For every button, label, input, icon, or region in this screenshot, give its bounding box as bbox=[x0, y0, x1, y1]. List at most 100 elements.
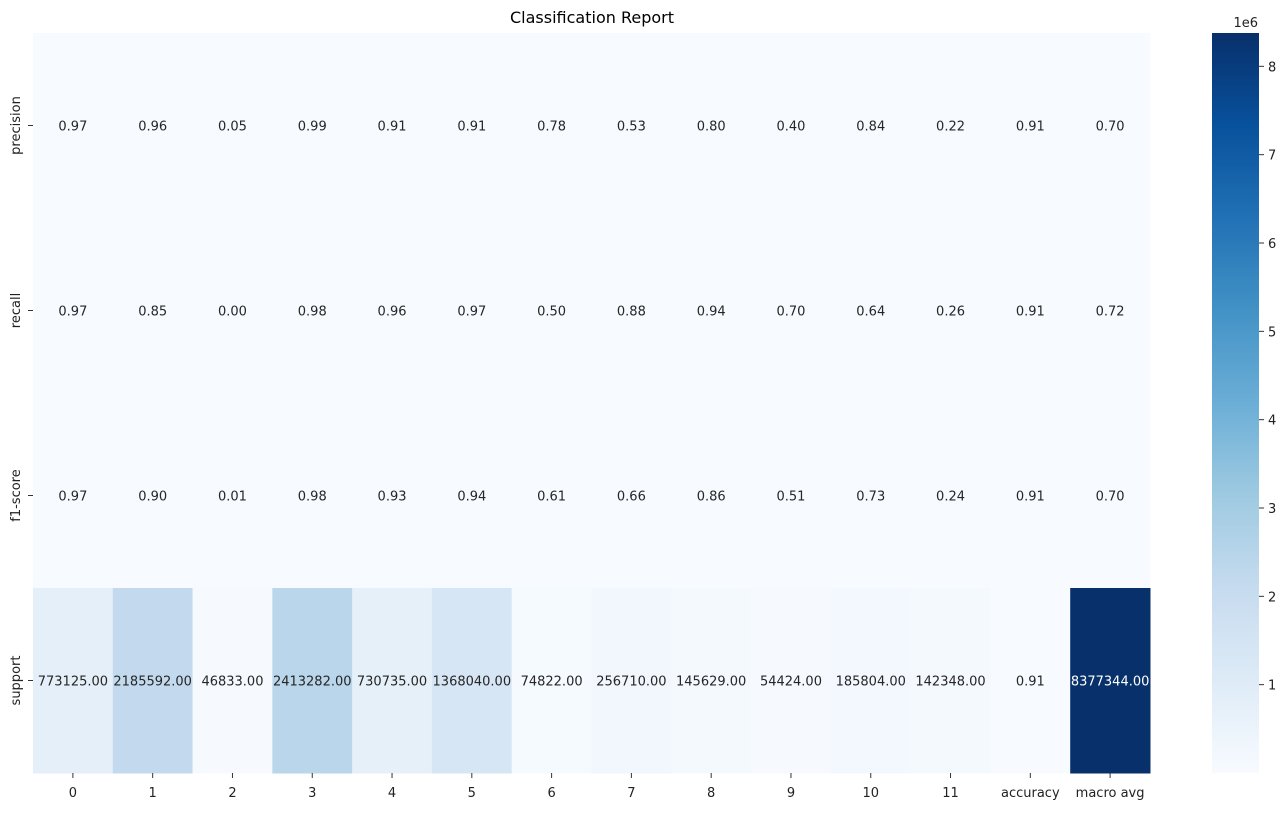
cell-value-label: 0.61 bbox=[537, 490, 566, 505]
y-tick-label: precision bbox=[9, 96, 24, 155]
colorbar-gradient bbox=[1212, 33, 1259, 773]
colorbar-tick-label: 2 bbox=[1268, 590, 1276, 605]
heatmap-cell bbox=[112, 33, 194, 219]
heatmap-cell bbox=[990, 588, 1071, 774]
cell-value-label: 0.70 bbox=[1096, 120, 1125, 135]
cell-value-label: 0.98 bbox=[298, 305, 327, 320]
heatmap-cell bbox=[830, 218, 912, 404]
heatmap-cell bbox=[671, 33, 752, 219]
cell-value-label: 0.91 bbox=[378, 120, 407, 135]
heatmap-cell bbox=[33, 33, 114, 219]
cell-value-label: 0.91 bbox=[1016, 490, 1045, 505]
cell-value-label: 0.50 bbox=[537, 305, 566, 320]
heatmap-cell bbox=[352, 588, 433, 774]
heatmap-cell bbox=[1070, 403, 1151, 589]
heatmap-cell bbox=[192, 588, 273, 774]
cell-value-label: 0.91 bbox=[1016, 675, 1045, 690]
cell-value-label: 0.88 bbox=[617, 305, 646, 320]
heatmap-cell bbox=[352, 218, 433, 404]
cell-value-labels: 0.97 0.96 0.05 0.99 0.91 0.91 0.78 0.53 0.80 0.40… bbox=[38, 120, 1150, 690]
heatmap-cell bbox=[1070, 588, 1151, 774]
heatmap-cell bbox=[830, 588, 912, 774]
heatmap-cell bbox=[910, 588, 991, 774]
cell-value-label: 0.05 bbox=[218, 120, 247, 135]
heatmap-cell bbox=[671, 218, 752, 404]
heatmap-cell bbox=[1070, 33, 1151, 219]
x-tick-label: 6 bbox=[547, 786, 555, 801]
cell-value-label: 0.72 bbox=[1096, 305, 1125, 320]
x-tick-label: 11 bbox=[942, 786, 959, 801]
cell-value-label: 0.97 bbox=[58, 120, 87, 135]
cell-value-label: 0.85 bbox=[138, 305, 167, 320]
heatmap-cell bbox=[910, 33, 991, 219]
heatmap-cell bbox=[511, 588, 592, 774]
x-tick-label: 9 bbox=[787, 786, 795, 801]
heatmap-cell bbox=[112, 403, 194, 589]
heatmap-cell bbox=[272, 588, 353, 774]
heatmap-cell bbox=[511, 403, 592, 589]
heatmap-cell bbox=[591, 403, 672, 589]
heatmap-cell bbox=[591, 218, 672, 404]
cell-value-label: 0.97 bbox=[58, 305, 87, 320]
heatmap-cell bbox=[990, 403, 1071, 589]
colorbar: 1 2 3 4 5 6 7 8 bbox=[1212, 33, 1276, 773]
heatmap-cell bbox=[910, 218, 991, 404]
cell-value-label: 2413282.00 bbox=[273, 675, 352, 690]
heatmap-cell bbox=[112, 588, 194, 774]
x-tick-label: 4 bbox=[388, 786, 396, 801]
cell-value-label: 0.99 bbox=[298, 120, 327, 135]
cell-value-label: 0.22 bbox=[936, 120, 965, 135]
heatmap-cell bbox=[33, 588, 114, 774]
heatmap-cell bbox=[431, 403, 513, 589]
cell-value-label: 0.91 bbox=[1016, 305, 1045, 320]
heatmap-cell bbox=[751, 33, 832, 219]
heatmap-cell bbox=[352, 33, 433, 219]
x-tick-label: 10 bbox=[862, 786, 879, 801]
cell-value-label: 0.40 bbox=[776, 120, 805, 135]
cell-value-label: 256710.00 bbox=[596, 675, 666, 690]
cell-value-label: 2185592.00 bbox=[113, 675, 192, 690]
cell-value-label: 0.00 bbox=[218, 305, 247, 320]
colorbar-tick-label: 4 bbox=[1268, 414, 1276, 429]
cell-value-label: 773125.00 bbox=[38, 675, 108, 690]
heatmap-cell bbox=[431, 218, 513, 404]
x-tick-label: 0 bbox=[69, 786, 77, 801]
heatmap-cell bbox=[112, 218, 194, 404]
x-tick-label: 8 bbox=[707, 786, 715, 801]
cell-value-label: 0.66 bbox=[617, 490, 646, 505]
heatmap-cells bbox=[33, 33, 1151, 774]
y-axis: precision recall f1-score support bbox=[9, 96, 33, 705]
cell-value-label: 0.78 bbox=[537, 120, 566, 135]
x-tick-label: 7 bbox=[627, 786, 635, 801]
cell-value-label: 0.94 bbox=[457, 490, 486, 505]
heatmap-cell bbox=[352, 403, 433, 589]
y-tick-label: f1-score bbox=[9, 469, 24, 521]
x-tick-label: 1 bbox=[149, 786, 157, 801]
heatmap-cell bbox=[671, 403, 752, 589]
cell-value-label: 0.98 bbox=[298, 490, 327, 505]
colorbar-tick-label: 7 bbox=[1268, 149, 1276, 164]
heatmap-cell bbox=[33, 218, 114, 404]
cell-value-label: 8377344.00 bbox=[1071, 675, 1150, 690]
cell-value-label: 0.73 bbox=[856, 490, 885, 505]
x-tick-label: macro avg bbox=[1076, 786, 1145, 801]
heatmap-cell bbox=[431, 33, 513, 219]
cell-value-label: 0.01 bbox=[218, 490, 247, 505]
cell-value-label: 0.91 bbox=[1016, 120, 1045, 135]
heatmap-cell bbox=[830, 403, 912, 589]
colorbar-tick-label: 8 bbox=[1268, 60, 1276, 75]
x-tick-label: accuracy bbox=[1001, 786, 1060, 801]
heatmap-cell bbox=[990, 33, 1071, 219]
heatmap-cell bbox=[751, 403, 832, 589]
cell-value-label: 0.86 bbox=[697, 490, 726, 505]
heatmap-cell bbox=[511, 218, 592, 404]
cell-value-label: 1368040.00 bbox=[433, 675, 512, 690]
colorbar-scale-label: 1e6 bbox=[1233, 16, 1258, 31]
heatmap-cell bbox=[192, 218, 273, 404]
cell-value-label: 0.97 bbox=[58, 490, 87, 505]
chart-title: Classification Report bbox=[510, 8, 674, 27]
heatmap-cell bbox=[830, 33, 912, 219]
heatmap-cell bbox=[511, 33, 592, 219]
heatmap-cell bbox=[990, 218, 1071, 404]
heatmap-cell bbox=[591, 588, 672, 774]
